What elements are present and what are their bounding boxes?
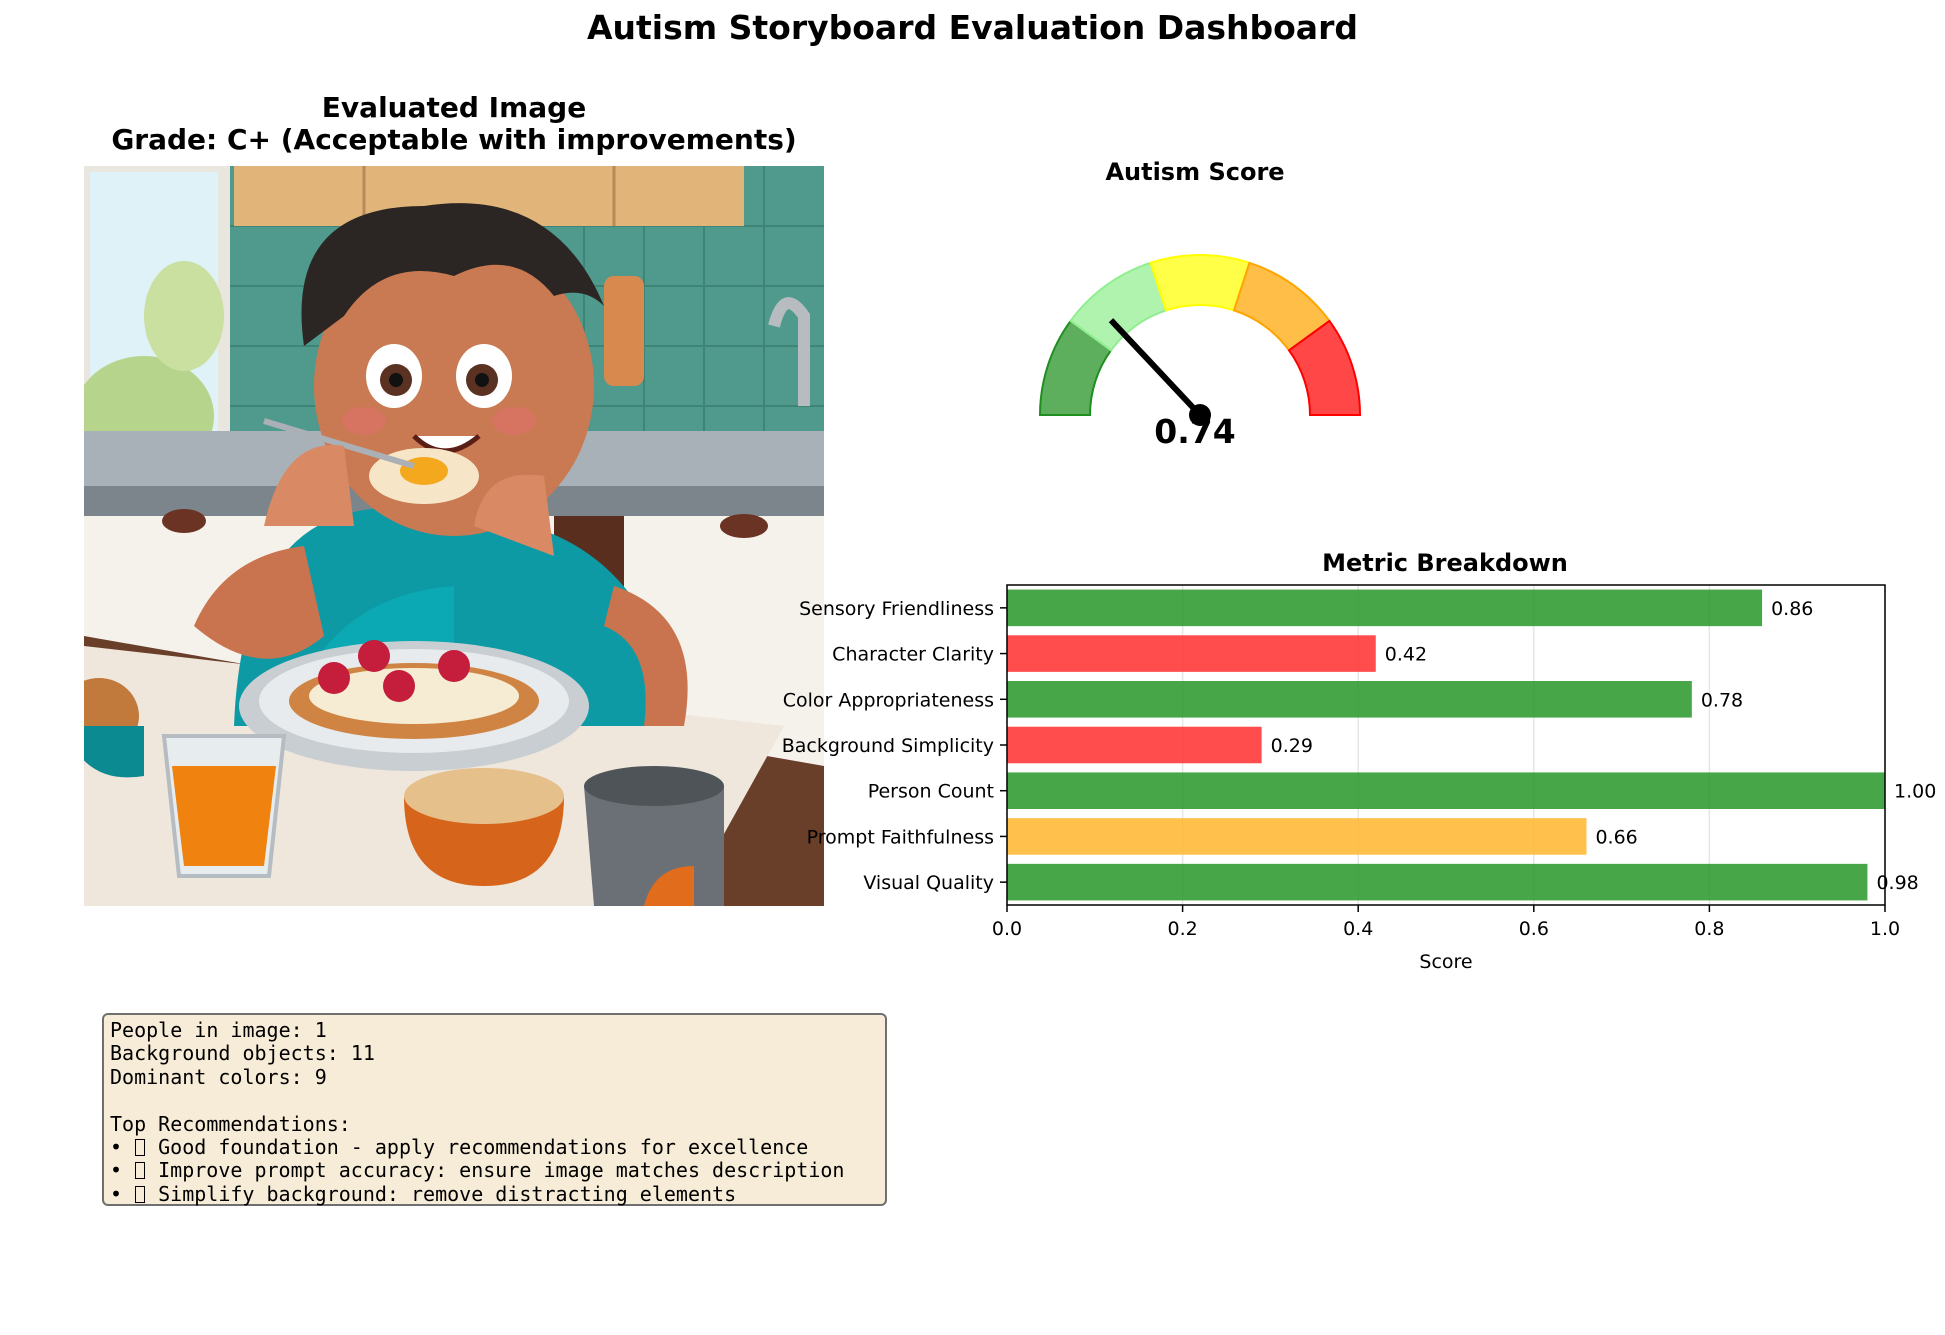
bullet: • bbox=[110, 1181, 135, 1206]
x-tick-label: 0.4 bbox=[1343, 918, 1373, 940]
bar bbox=[1007, 772, 1885, 809]
missing-glyph-icon bbox=[135, 1138, 146, 1156]
value-label: 0.66 bbox=[1595, 826, 1637, 848]
x-tick-label: 0.6 bbox=[1519, 918, 1549, 940]
x-axis-label: Score bbox=[1419, 951, 1472, 973]
category-label: Visual Quality bbox=[863, 872, 994, 894]
recommendation-item: • Improve prompt accuracy: ensure image … bbox=[110, 1159, 879, 1182]
grade-label: Grade: C+ (Acceptable with improvements) bbox=[111, 123, 797, 156]
category-label: Character Clarity bbox=[832, 644, 994, 666]
bar-chart-title: Metric Breakdown bbox=[1322, 549, 1568, 577]
value-label: 1.00 bbox=[1894, 781, 1936, 803]
info-line: Background objects: 11 bbox=[110, 1041, 375, 1066]
category-label: Sensory Friendliness bbox=[799, 598, 994, 620]
info-line: People in image: 1 bbox=[110, 1018, 327, 1042]
metric-breakdown-chart: 0.0 0.2 0.4 0.6 0.8 1.0 Sensory Friendliness 0.… bbox=[782, 584, 1936, 973]
x-tick-label: 0.0 bbox=[992, 918, 1022, 940]
value-label: 0.29 bbox=[1271, 735, 1313, 757]
x-tick-label: 1.0 bbox=[1870, 918, 1900, 940]
plot-frame bbox=[1006, 584, 1886, 906]
info-line bbox=[110, 1089, 879, 1112]
bar bbox=[1007, 818, 1587, 855]
value-label: 0.98 bbox=[1876, 872, 1918, 894]
value-label: 0.78 bbox=[1701, 689, 1743, 711]
bar bbox=[1007, 726, 1262, 764]
gauge-value-label: 0.74 bbox=[1154, 412, 1236, 451]
recommendation-text: Good foundation - apply recommendations … bbox=[146, 1134, 809, 1159]
bullet: • bbox=[110, 1134, 135, 1159]
category-label: Prompt Faithfulness bbox=[807, 826, 994, 848]
missing-glyph-icon bbox=[135, 1162, 146, 1180]
bar bbox=[1007, 589, 1763, 627]
bar bbox=[1007, 635, 1376, 672]
gauge-needle bbox=[1108, 318, 1203, 418]
info-line: Dominant colors: 9 bbox=[110, 1064, 327, 1089]
category-label: Color Appropriateness bbox=[783, 689, 994, 711]
missing-glyph-icon bbox=[135, 1185, 146, 1203]
x-tick-label: 0.2 bbox=[1167, 918, 1197, 940]
recommendation-text: Improve prompt accuracy: ensure image ma… bbox=[146, 1158, 845, 1183]
value-label: 0.86 bbox=[1771, 598, 1813, 620]
gauge-title: Autism Score bbox=[1105, 158, 1285, 186]
recommendation-text: Simplify background: remove distracting … bbox=[146, 1181, 737, 1206]
bar bbox=[1007, 863, 1868, 901]
bullet: • bbox=[110, 1158, 135, 1183]
recommendation-item: • Simplify background: remove distractin… bbox=[110, 1181, 879, 1206]
summary-info-box: People in image: 1 Background objects: 11… bbox=[102, 1013, 887, 1206]
gauge-band-5 bbox=[1287, 319, 1362, 416]
category-label: Background Simplicity bbox=[782, 735, 994, 757]
info-line: Top Recommendations: bbox=[110, 1111, 351, 1136]
autism-score-gauge bbox=[1038, 254, 1362, 426]
x-tick-label: 0.8 bbox=[1694, 918, 1724, 940]
category-label: Person Count bbox=[868, 781, 994, 803]
value-label: 0.42 bbox=[1385, 644, 1427, 666]
bar bbox=[1007, 681, 1692, 718]
gauge-band-3 bbox=[1149, 254, 1251, 312]
dashboard-title: Autism Storyboard Evaluation Dashboard bbox=[587, 8, 1358, 47]
image-panel-title: Evaluated Image Grade: C+ (Acceptable wi… bbox=[84, 92, 824, 156]
evaluated-image bbox=[84, 166, 824, 906]
gauge-needle-hub bbox=[1189, 404, 1211, 426]
recommendation-item: • Good foundation - apply recommendation… bbox=[110, 1134, 879, 1159]
image-panel-title-line1: Evaluated Image bbox=[321, 91, 587, 124]
